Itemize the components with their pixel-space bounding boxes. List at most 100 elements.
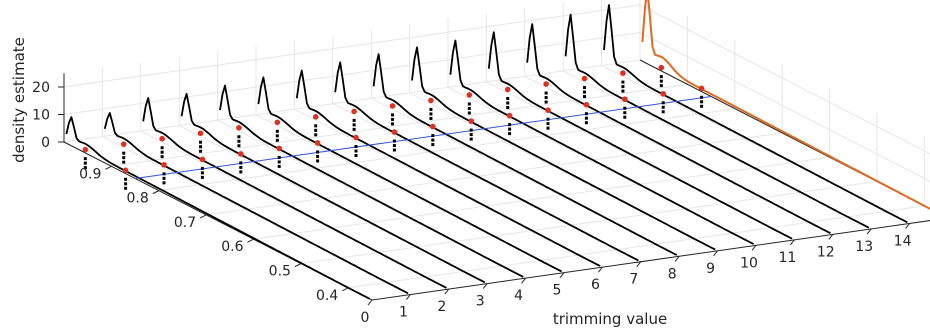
dotted-mark xyxy=(160,155,164,159)
dotted-mark xyxy=(162,172,166,176)
dotted-mark xyxy=(275,134,279,138)
dotted-mark xyxy=(314,133,318,137)
dotted-mark xyxy=(700,95,704,99)
dotted-mark xyxy=(544,91,548,95)
x-tick-mark xyxy=(367,299,373,306)
x-tick-mark xyxy=(444,288,450,295)
wall-grid-z xyxy=(63,32,641,115)
dotted-mark xyxy=(429,116,433,120)
dotted-mark xyxy=(391,117,395,121)
y-tick-mark xyxy=(247,238,254,243)
x-tick-label: 10 xyxy=(740,255,758,271)
density-curve xyxy=(564,13,870,229)
dotted-mark xyxy=(316,150,320,154)
density-curve xyxy=(526,23,831,234)
x-tick-mark xyxy=(713,250,718,257)
dotted-mark xyxy=(467,106,471,110)
y-tick-label: 0.5 xyxy=(269,264,291,280)
dotted-mark xyxy=(621,85,625,89)
x-tick-mark xyxy=(790,239,795,246)
x-tick-label: 14 xyxy=(894,233,912,249)
dotted-mark xyxy=(160,150,164,154)
dotted-mark xyxy=(354,149,358,153)
y-tick-label: 0.8 xyxy=(127,191,149,207)
dotted-mark xyxy=(508,123,512,127)
estimate-marker xyxy=(197,130,204,137)
dotted-mark xyxy=(277,160,281,164)
density-curve xyxy=(641,0,930,210)
dotted-mark xyxy=(659,84,663,88)
dotted-mark xyxy=(277,164,281,168)
estimate-marker xyxy=(161,162,167,168)
dotted-mark xyxy=(546,126,550,130)
z-tick-label: 20 xyxy=(32,80,50,96)
x-tick-label: 13 xyxy=(855,239,873,255)
density-curves xyxy=(65,0,930,300)
estimate-marker xyxy=(199,156,206,163)
dotted-mark xyxy=(314,128,318,132)
z-tick-label: 0 xyxy=(41,135,50,151)
estimate-marker xyxy=(314,140,321,146)
dotted-mark xyxy=(700,100,704,104)
dotted-mark xyxy=(124,182,128,186)
dotted-mark xyxy=(700,104,704,108)
dotted-mark xyxy=(429,107,433,111)
dotted-mark xyxy=(623,106,627,110)
dotted-mark xyxy=(352,118,356,122)
dotted-mark xyxy=(83,166,87,170)
dotted-mark xyxy=(239,161,243,165)
floor-grid-y xyxy=(253,156,830,240)
dotted-mark xyxy=(546,122,550,126)
estimate-marker xyxy=(430,123,436,130)
dotted-mark xyxy=(583,90,587,94)
x-tick-mark xyxy=(521,277,526,284)
dotted-mark xyxy=(392,139,396,143)
dotted-mark xyxy=(621,89,625,93)
dotted-mark xyxy=(122,160,126,164)
dotted-mark xyxy=(467,111,471,115)
floor-grid-y xyxy=(206,132,783,216)
x-tick-label: 12 xyxy=(817,244,835,260)
z-axis-label: density estimate xyxy=(10,37,28,163)
estimate-marker xyxy=(660,90,666,97)
estimate-marker xyxy=(698,85,705,92)
dotted-mark xyxy=(469,137,473,141)
dotted-mark xyxy=(659,75,663,79)
x-tick-mark xyxy=(636,261,642,268)
z-tick-label: 10 xyxy=(32,108,50,124)
x-tick-label: 7 xyxy=(629,272,638,288)
x-tick-label: 0 xyxy=(361,310,370,326)
estimate-marker xyxy=(428,97,434,104)
dotted-mark xyxy=(83,157,87,161)
x-tick-label: 2 xyxy=(437,299,446,315)
y-tick-label: 0.4 xyxy=(316,288,338,304)
estimate-marker xyxy=(353,134,359,141)
dotted-mark xyxy=(392,144,396,148)
dotted-mark xyxy=(546,117,550,121)
dotted-mark xyxy=(544,96,548,100)
estimate-marker xyxy=(274,119,281,126)
dotted-mark xyxy=(661,105,665,109)
estimate-marker xyxy=(238,151,244,157)
side-grid-z xyxy=(639,4,930,155)
x-tick-label: 5 xyxy=(553,283,562,299)
density-curve xyxy=(449,39,755,245)
estimate-marker xyxy=(468,118,475,124)
estimate-marker xyxy=(82,146,89,153)
estimate-marker xyxy=(583,101,590,108)
axis-line xyxy=(371,220,930,301)
dotted-mark xyxy=(506,106,510,110)
dotted-mark xyxy=(162,176,166,180)
dotted-mark xyxy=(275,138,279,142)
dotted-mark xyxy=(277,155,281,159)
estimate-marker xyxy=(506,112,513,119)
dotted-mark xyxy=(392,148,396,152)
dotted-mark xyxy=(199,149,203,153)
x-tick-label: 6 xyxy=(591,277,600,293)
dotted-mark xyxy=(316,154,320,158)
density-curve xyxy=(603,4,908,224)
dotted-mark xyxy=(661,101,665,105)
x-tick-label: 4 xyxy=(514,288,523,304)
dotted-mark xyxy=(239,170,243,174)
